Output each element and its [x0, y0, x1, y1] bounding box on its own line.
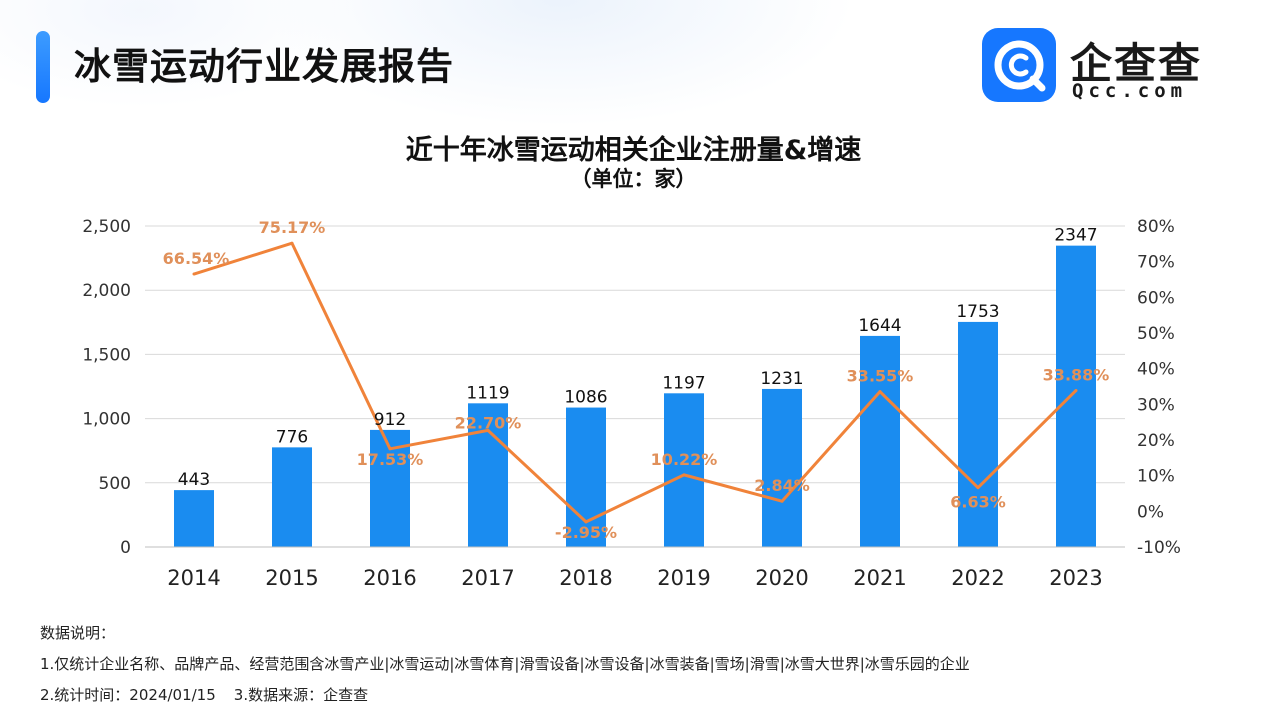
x-tick-label: 2015: [265, 566, 318, 590]
logo-domain: Qcc.com: [1072, 80, 1188, 102]
notes-scope: 1.仅统计企业名称、品牌产品、经营范围含冰雪产业|冰雪运动|冰雪体育|滑雪设备|…: [40, 655, 970, 673]
report-title: 冰雪运动行业发展报告: [74, 45, 454, 88]
growth-rate-point: [780, 499, 784, 503]
notes-meta: 2.统计时间：2024/01/15 3.数据来源：企查查: [40, 680, 970, 711]
bar-value-label: 1086: [564, 388, 607, 408]
growth-rate-label: 33.88%: [1043, 365, 1110, 384]
growth-rate-point: [1074, 388, 1078, 392]
growth-rate-label: 22.70%: [455, 413, 522, 432]
growth-rate-point: [878, 390, 882, 394]
growth-rate-label: 10.22%: [651, 450, 718, 469]
bar-value-label: 1753: [956, 302, 999, 322]
bar-value-label: 1231: [760, 369, 803, 389]
y-right-tick-label: 10%: [1137, 467, 1175, 487]
x-tick-label: 2016: [363, 566, 416, 590]
logo-wordmark: 企查查: [1070, 39, 1203, 88]
y-left-tick-label: 1,000: [82, 410, 131, 430]
bar-value-label: 1644: [858, 316, 901, 336]
notes-stat-time: 2.统计时间：2024/01/15: [40, 686, 216, 704]
bar: [566, 407, 606, 547]
bar-value-label: 912: [374, 410, 406, 430]
bar-value-label: 776: [276, 427, 308, 447]
x-tick-label: 2017: [461, 566, 514, 590]
x-tick-label: 2018: [559, 566, 612, 590]
growth-rate-point: [486, 428, 490, 432]
bar: [468, 403, 508, 547]
growth-rate-label: 33.55%: [847, 367, 914, 386]
notes-heading: 数据说明：: [40, 624, 116, 642]
bar-value-label: 1119: [466, 383, 509, 403]
growth-rate-line: [193, 241, 1078, 524]
qcc-logo-icon: [982, 28, 1056, 102]
y-right-tick-label: 0%: [1137, 502, 1164, 522]
x-tick-label: 2014: [167, 566, 220, 590]
growth-rate-point: [388, 447, 392, 451]
growth-rate-point: [290, 241, 294, 245]
bar-value-label: 2347: [1054, 226, 1097, 246]
growth-rate-point: [584, 520, 588, 524]
y-right-tick-label: -10%: [1137, 538, 1181, 558]
x-tick-label: 2021: [853, 566, 906, 590]
growth-rate-label: 6.63%: [950, 493, 1006, 512]
y-right-tick-label: 30%: [1137, 395, 1175, 415]
y-right-tick-label: 70%: [1137, 253, 1175, 273]
y-right-tick-label: 20%: [1137, 431, 1175, 451]
bar: [860, 335, 900, 547]
chart-subtitle: （单位：家）: [570, 167, 697, 191]
bar: [664, 393, 704, 547]
header-accent-bar: [36, 31, 50, 103]
bar: [1056, 245, 1096, 547]
bar: [272, 447, 312, 547]
bar: [762, 388, 802, 547]
y-right-tick-label: 50%: [1137, 324, 1175, 344]
y-left-tick-label: 0: [120, 538, 131, 558]
growth-rate-point: [192, 272, 196, 276]
y-right-tick-label: 80%: [1137, 217, 1175, 237]
growth-rate-label: 17.53%: [357, 450, 424, 469]
growth-rate-label: -2.95%: [555, 523, 617, 542]
growth-rate-point: [976, 486, 980, 490]
logo: 企查查 Qcc.com: [982, 28, 1222, 104]
y-left-tick-label: 2,500: [82, 217, 131, 237]
x-tick-label: 2019: [657, 566, 710, 590]
y-right-tick-label: 60%: [1137, 288, 1175, 308]
y-left-tick-label: 2,000: [82, 281, 131, 301]
y-left-tick-label: 500: [99, 474, 131, 494]
growth-rate-label: 2.84%: [754, 476, 810, 495]
bar-value-label: 443: [178, 470, 210, 490]
x-tick-label: 2022: [951, 566, 1004, 590]
growth-rate-point: [682, 473, 686, 477]
x-tick-label: 2023: [1049, 566, 1102, 590]
growth-rate-label: 75.17%: [259, 218, 326, 237]
bar: [174, 490, 214, 547]
chart-title: 近十年冰雪运动相关企业注册量&增速: [405, 135, 862, 166]
bar: [958, 321, 998, 547]
data-notes: 数据说明： 1.仅统计企业名称、品牌产品、经营范围含冰雪产业|冰雪运动|冰雪体育…: [40, 618, 970, 711]
notes-source: 3.数据来源：企查查: [233, 686, 369, 704]
y-left-tick-label: 1,500: [82, 345, 131, 365]
x-tick-label: 2020: [755, 566, 808, 590]
bar-value-label: 1197: [662, 373, 705, 393]
y-right-tick-label: 40%: [1137, 360, 1175, 380]
growth-rate-label: 66.54%: [163, 249, 230, 268]
